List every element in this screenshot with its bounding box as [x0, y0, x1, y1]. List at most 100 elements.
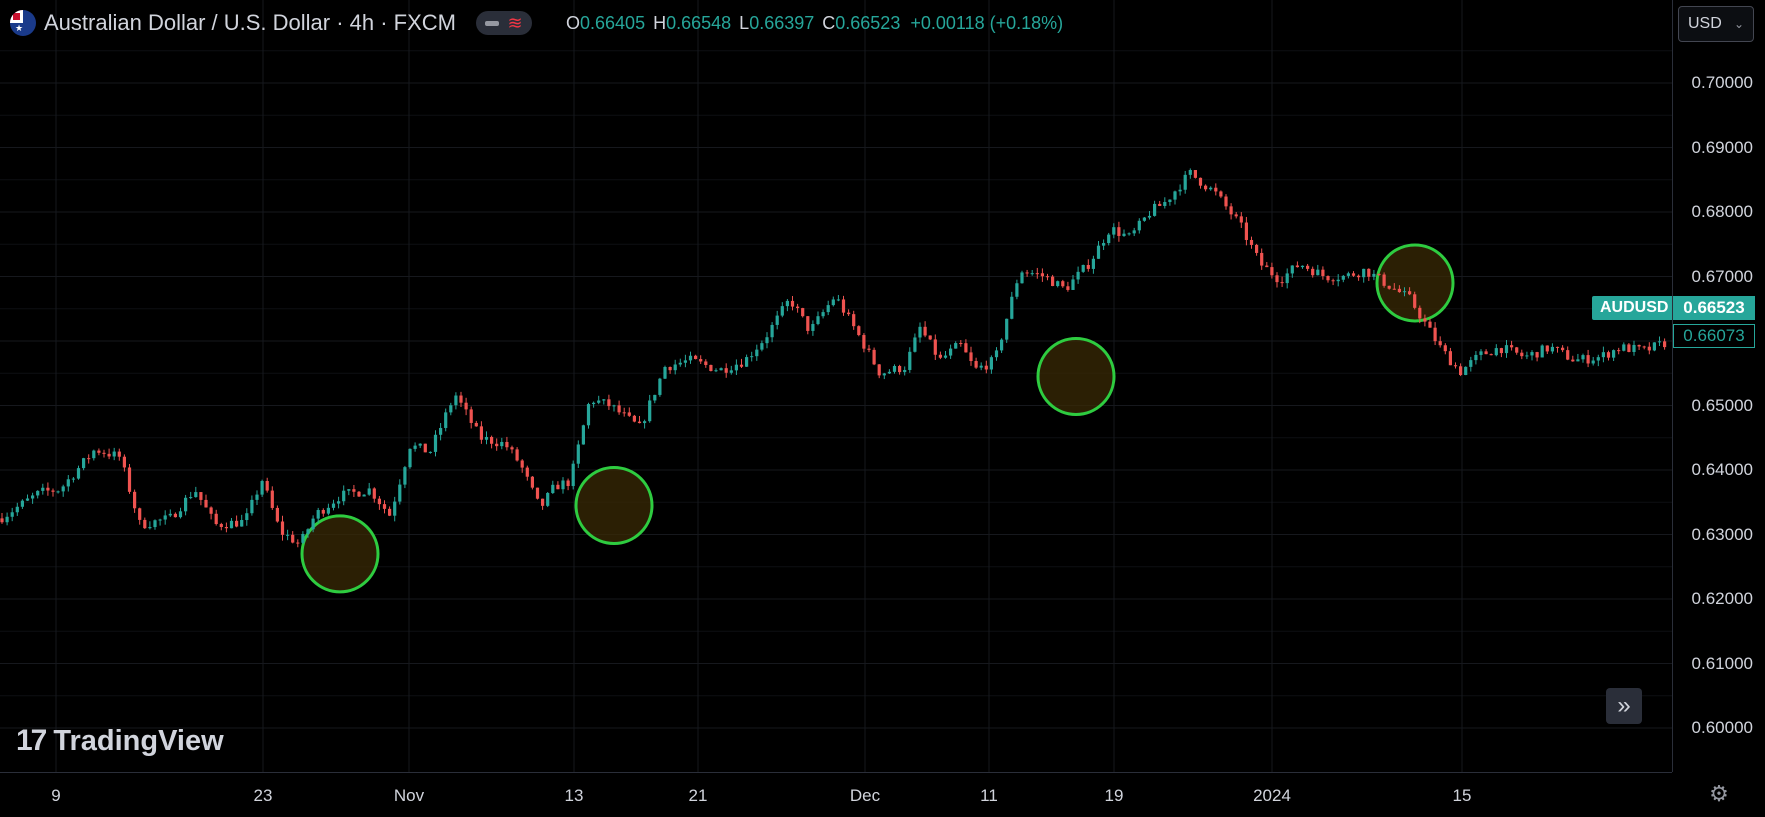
candle-body — [184, 497, 188, 512]
candle-body — [449, 405, 453, 413]
candle-body — [474, 422, 478, 427]
candle-body — [235, 520, 239, 527]
last-price-badge: 0.66523 — [1673, 296, 1755, 320]
candle-body — [1321, 269, 1325, 277]
candle-body — [632, 415, 636, 422]
candle-body — [326, 507, 330, 514]
candle-body — [1300, 265, 1305, 268]
candle-body — [1000, 339, 1004, 351]
candle-body — [755, 349, 759, 357]
candle-body — [408, 448, 412, 468]
candle-body — [1576, 359, 1580, 362]
candle-body — [637, 421, 642, 424]
chart-pane[interactable]: ★ Australian Dollar / U.S. Dollar · 4h ·… — [0, 0, 1677, 772]
gear-icon[interactable]: ⚙ — [1709, 781, 1729, 806]
candle-body — [1545, 345, 1549, 352]
currency-select[interactable]: USD ⌄ — [1678, 6, 1754, 42]
candle-body — [1423, 318, 1427, 322]
candle-body — [1290, 265, 1294, 274]
time-tick-label: Nov — [393, 786, 425, 805]
candle-body — [1612, 350, 1616, 358]
candle-body — [862, 335, 866, 349]
candle-body — [1357, 275, 1361, 278]
candle-body — [1071, 279, 1075, 290]
time-tick-label: 9 — [51, 786, 61, 805]
candle-body — [1571, 359, 1575, 362]
candle-body — [306, 529, 310, 534]
highlight-circle — [1036, 336, 1116, 416]
price-tick-label: 0.70000 — [1691, 73, 1753, 92]
candle-body — [301, 533, 305, 543]
candle-body — [357, 491, 361, 497]
candle-body — [41, 487, 45, 491]
time-tick-label: 11 — [980, 786, 998, 805]
candle-body — [260, 481, 264, 495]
candle-body — [1066, 286, 1070, 290]
indicator-toggle-pill[interactable]: ≋ — [476, 11, 532, 35]
candle-body — [1015, 283, 1019, 297]
candle-body — [1652, 342, 1656, 351]
candle-body — [1025, 272, 1029, 274]
candle-body — [1229, 206, 1233, 215]
candle-body — [194, 492, 198, 498]
candle-body — [760, 343, 764, 350]
candle-body — [1520, 352, 1524, 357]
candle-body — [143, 519, 147, 529]
candle-body — [127, 467, 132, 492]
candle-body — [1428, 321, 1432, 328]
candle-body — [586, 404, 591, 426]
candle-body — [1081, 264, 1085, 272]
open-key: O — [566, 12, 581, 33]
candle-body — [15, 506, 19, 513]
candle-body — [1489, 354, 1493, 356]
time-tick-label: 2024 — [1253, 786, 1291, 805]
candle-body — [1555, 346, 1560, 348]
currency-value: USD — [1688, 15, 1722, 32]
candle-body — [668, 366, 672, 371]
low-key: L — [739, 12, 750, 33]
candle-body — [750, 356, 754, 358]
candle-body — [25, 498, 30, 501]
time-tick-label: 13 — [564, 786, 584, 805]
candlestick-chart[interactable] — [0, 0, 1672, 772]
candle-body — [739, 364, 744, 367]
candle-body — [1076, 271, 1080, 280]
candle-body — [1142, 217, 1146, 221]
candle-body — [592, 402, 596, 405]
candle-body — [576, 444, 580, 464]
candle-body — [51, 490, 55, 492]
candle-body — [1153, 203, 1157, 216]
candle-body — [1326, 276, 1330, 281]
candle-body — [1408, 291, 1412, 295]
scroll-to-realtime-button[interactable]: » — [1606, 688, 1642, 724]
candle-body — [943, 355, 948, 358]
candle-body — [1515, 347, 1519, 353]
candle-body — [872, 349, 876, 365]
candle-body — [342, 490, 346, 502]
candle-body — [546, 493, 550, 506]
ohlc-values: O 0.66405 H 0.66548 L 0.66397 C 0.66523 +0.0… — [558, 13, 1063, 34]
symbol-title[interactable]: Australian Dollar / U.S. Dollar · 4h · F… — [44, 10, 456, 35]
candle-body — [403, 467, 407, 485]
highlight-circles — [300, 243, 1455, 594]
candle-body — [949, 348, 953, 356]
candle-body — [178, 511, 183, 518]
price-axis[interactable]: 0.700000.690000.680000.670000.660000.650… — [1672, 0, 1765, 772]
candle-body — [316, 510, 320, 519]
candle-body — [847, 312, 851, 315]
candle-body — [66, 479, 70, 487]
candle-body — [464, 402, 468, 410]
candle-body — [892, 365, 897, 372]
change-value: +0.00118 (+0.18%) — [910, 12, 1064, 33]
candle-body — [245, 513, 249, 521]
time-axis[interactable]: 9 23 Nov 13 21 Dec 11 19 2024 15 — [0, 772, 1672, 817]
candle-body — [1484, 351, 1488, 355]
candle-body — [1392, 288, 1396, 290]
candle-body — [1550, 346, 1554, 352]
candle-body — [1530, 352, 1534, 356]
tradingview-logo[interactable]: 17 TradingView — [16, 724, 224, 758]
price-tick-label: 0.62000 — [1691, 589, 1753, 608]
candle-body — [117, 451, 121, 457]
candle-body — [796, 306, 800, 309]
candle-body — [337, 501, 341, 504]
